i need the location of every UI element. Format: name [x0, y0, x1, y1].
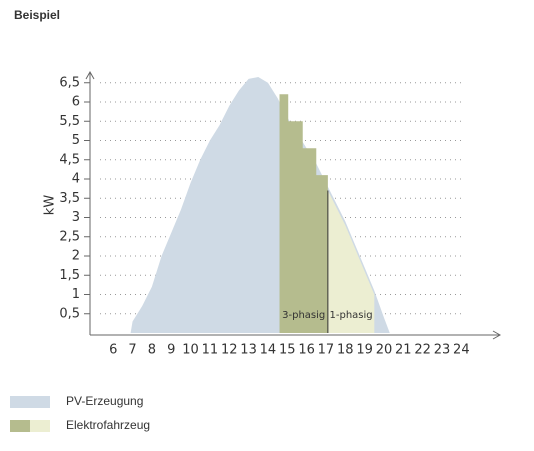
x-tick-label: 21: [395, 343, 412, 358]
y-tick-label: 1: [72, 287, 80, 302]
x-tick-label: 9: [167, 343, 175, 358]
legend-label: PV-Erzeugung: [66, 394, 143, 408]
y-tick-label: 0,5: [59, 306, 80, 321]
x-tick-label: 19: [356, 343, 373, 358]
y-tick-label: 1,5: [59, 268, 80, 283]
x-tick-label: 17: [318, 343, 335, 358]
y-axis-label: kW: [43, 195, 58, 216]
y-tick-label: 2: [72, 249, 80, 264]
y-axis: [85, 70, 95, 335]
legend-label: Elektrofahrzeug: [66, 418, 150, 432]
y-tick-label: 6,5: [59, 75, 80, 90]
x-tick-label: 11: [202, 343, 219, 358]
legend-swatch: [10, 420, 30, 432]
legend: PV-Erzeugung Elektrofahrzeug: [10, 394, 150, 432]
y-tick-label: 4: [72, 172, 80, 187]
x-tick-label: 10: [182, 343, 199, 358]
chart-title: Beispiel: [14, 8, 60, 22]
y-tick-label: 2,5: [59, 229, 80, 244]
x-tick-label: 6: [109, 343, 117, 358]
x-tick-label: 14: [260, 343, 277, 358]
x-tick-label: 16: [298, 343, 315, 358]
part-label: 3-phasig: [282, 310, 325, 321]
legend-swatch: [30, 420, 50, 432]
x-tick-label: 7: [128, 343, 136, 358]
y-tick-label: 5,5: [59, 114, 80, 129]
y-tick-label: 4,5: [59, 152, 80, 167]
x-tick-label: 8: [148, 343, 156, 358]
x-axis: [90, 330, 502, 340]
x-tick-label: 22: [414, 343, 431, 358]
x-tick-label: 23: [434, 343, 451, 358]
y-tick-label: 6: [72, 95, 80, 110]
y-tick-label: 3: [72, 210, 80, 225]
y-tick-label: 5: [72, 133, 80, 148]
ev-area: [327, 190, 375, 333]
y-tick-label: 3,5: [59, 191, 80, 206]
x-tick-label: 13: [240, 343, 257, 358]
x-tick-label: 18: [337, 343, 354, 358]
x-tick-label: 24: [453, 343, 470, 358]
legend-swatch: [10, 396, 50, 408]
x-tick-label: 20: [376, 343, 393, 358]
x-tick-label: 12: [221, 343, 238, 358]
ev-area: [279, 94, 328, 333]
part-label: 1-phasig: [330, 310, 373, 321]
x-tick-label: 15: [279, 343, 296, 358]
plot-area: 3-phasig 1-phasig: [130, 76, 390, 333]
